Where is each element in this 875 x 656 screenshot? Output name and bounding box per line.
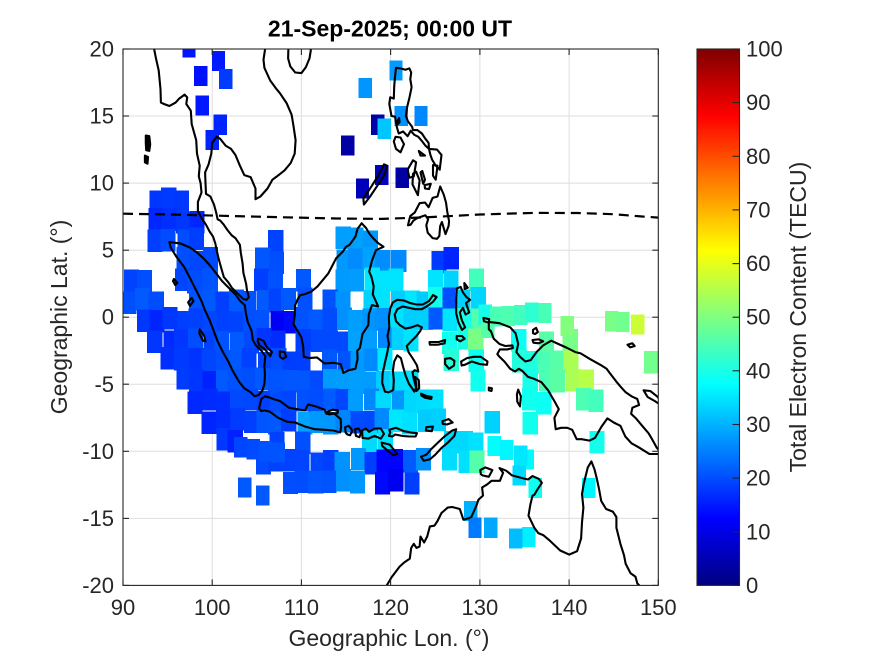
svg-text:120: 120 xyxy=(372,595,409,620)
svg-text:40: 40 xyxy=(746,358,770,383)
svg-text:100: 100 xyxy=(746,37,783,62)
svg-text:90: 90 xyxy=(746,90,770,115)
svg-text:80: 80 xyxy=(746,144,770,169)
svg-text:20: 20 xyxy=(746,466,770,491)
svg-text:0: 0 xyxy=(102,305,114,330)
svg-text:21-Sep-2025; 00:00 UT: 21-Sep-2025; 00:00 UT xyxy=(268,16,512,42)
svg-text:-10: -10 xyxy=(82,439,114,464)
svg-text:130: 130 xyxy=(462,595,499,620)
svg-text:100: 100 xyxy=(194,595,231,620)
svg-text:90: 90 xyxy=(111,595,135,620)
svg-text:10: 10 xyxy=(90,171,114,196)
svg-text:-20: -20 xyxy=(82,573,114,598)
svg-text:Geographic Lat. (°): Geographic Lat. (°) xyxy=(46,220,72,415)
svg-text:5: 5 xyxy=(102,238,114,263)
svg-text:70: 70 xyxy=(746,197,770,222)
svg-text:20: 20 xyxy=(90,37,114,62)
svg-text:Geographic Lon. (°): Geographic Lon. (°) xyxy=(289,625,490,651)
svg-text:50: 50 xyxy=(746,305,770,330)
svg-text:0: 0 xyxy=(746,573,758,598)
svg-text:10: 10 xyxy=(746,519,770,544)
svg-text:15: 15 xyxy=(90,104,114,129)
svg-text:30: 30 xyxy=(746,412,770,437)
svg-text:110: 110 xyxy=(284,595,319,620)
svg-text:60: 60 xyxy=(746,251,770,276)
svg-text:150: 150 xyxy=(640,595,677,620)
svg-text:-15: -15 xyxy=(82,506,114,531)
svg-text:Total Electron Content (TECU): Total Electron Content (TECU) xyxy=(785,162,811,473)
svg-text:140: 140 xyxy=(551,595,588,620)
svg-text:-5: -5 xyxy=(94,372,114,397)
